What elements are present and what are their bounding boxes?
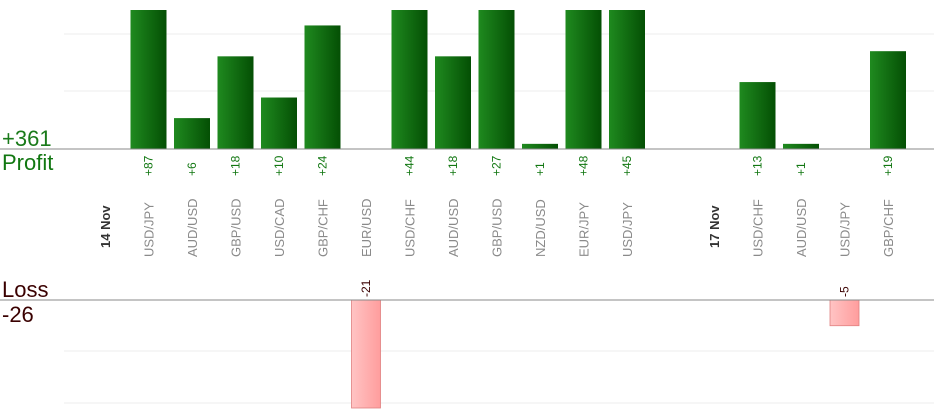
- date-label: 14 Nov: [98, 205, 113, 248]
- pair-label: NZD/USD: [533, 199, 548, 257]
- loss-bar: [351, 299, 381, 409]
- profit-bar: [174, 118, 210, 149]
- profit-bar: [609, 10, 645, 149]
- profit-value-label: +27: [490, 155, 504, 176]
- summary-profit-total: +361: [2, 126, 52, 151]
- profit-value-label: +87: [142, 155, 156, 176]
- profit-value-label: +45: [620, 155, 634, 176]
- profit-bar: [217, 56, 254, 150]
- profit-bar: [870, 51, 906, 150]
- profit-value-label: +10: [272, 155, 286, 176]
- pair-label: GBP/CHF: [881, 199, 896, 257]
- summary-profit-label: Profit: [2, 150, 54, 175]
- pair-label: USD/JPY: [838, 202, 853, 257]
- profit-bar: [478, 10, 515, 149]
- profit-bar: [304, 25, 341, 150]
- profit-bar: [565, 10, 602, 149]
- profit-bar: [261, 97, 297, 149]
- loss-value-label: -5: [838, 286, 852, 297]
- pair-label: GBP/CHF: [316, 199, 331, 257]
- pair-label: USD/CHF: [403, 199, 418, 257]
- pair-label: USD/JPY: [620, 202, 635, 257]
- pair-label: AUD/USD: [185, 198, 200, 257]
- pair-label: AUD/USD: [794, 198, 809, 257]
- profit-value-label: +24: [316, 155, 330, 176]
- pair-label: EUR/USD: [359, 198, 374, 257]
- profit-bar: [435, 56, 471, 150]
- profit-value-label: +1: [794, 162, 808, 176]
- profit-value-label: +48: [577, 155, 591, 176]
- profit-value-label: +44: [403, 155, 417, 176]
- profit-value-label: +19: [881, 155, 895, 176]
- profit-value-label: +6: [185, 162, 199, 176]
- pair-label: GBP/USD: [229, 198, 244, 257]
- loss-bar: [829, 299, 860, 327]
- profit-bar: [783, 143, 819, 149]
- profit-bar: [130, 10, 167, 149]
- profit-bar: [522, 143, 558, 149]
- pair-label: USD/CAD: [272, 198, 287, 257]
- pair-label: AUD/USD: [446, 198, 461, 257]
- date-label: 17 Nov: [707, 205, 722, 248]
- pair-label: USD/CHF: [751, 199, 766, 257]
- summary-loss-total: -26: [2, 302, 34, 327]
- summary-loss-label: Loss: [2, 277, 49, 302]
- profit-value-label: +13: [751, 155, 765, 176]
- pair-label: USD/JPY: [142, 202, 157, 257]
- loss-value-label: -21: [359, 279, 373, 297]
- pair-label: GBP/USD: [490, 198, 505, 257]
- profit-bar: [739, 82, 776, 149]
- profit-bar: [391, 10, 428, 149]
- profit-value-label: +18: [446, 155, 460, 176]
- pair-label: EUR/JPY: [577, 202, 592, 257]
- profit-value-label: +1: [533, 162, 547, 176]
- profit-value-label: +18: [229, 155, 243, 176]
